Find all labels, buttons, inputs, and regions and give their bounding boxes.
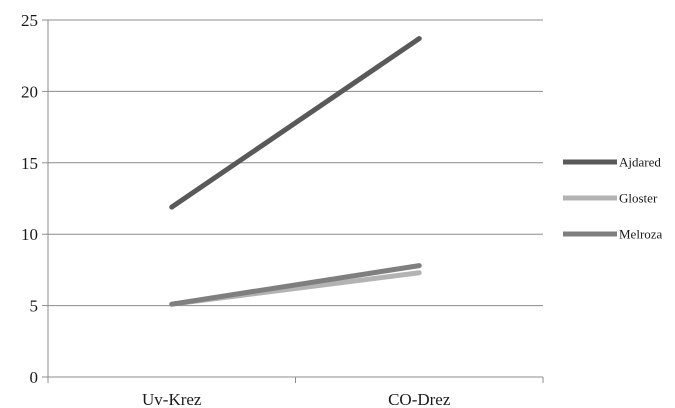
y-tick-label: 25 xyxy=(21,11,38,30)
series-lines xyxy=(169,36,422,307)
x-tick-labels: Uv-Krez CO-Drez xyxy=(142,390,451,408)
gridlines xyxy=(48,19,543,307)
y-tick-label: 20 xyxy=(21,82,38,101)
legend-label-melroza: Melroza xyxy=(619,227,663,242)
legend-label-gloster: Gloster xyxy=(619,191,658,206)
y-tick-label: 0 xyxy=(30,368,39,387)
y-tick-label: 5 xyxy=(30,297,39,316)
x-tick-label: Uv-Krez xyxy=(142,390,202,408)
series-line-ajdared xyxy=(169,36,422,210)
axes xyxy=(42,19,544,383)
y-tick-label: 15 xyxy=(21,154,38,173)
series-line-melroza xyxy=(169,263,422,307)
y-tick-labels: 0 5 10 15 20 25 xyxy=(21,11,38,387)
x-tick-label: CO-Drez xyxy=(388,390,451,408)
y-tick-label: 10 xyxy=(21,225,38,244)
legend-label-ajdared: Ajdared xyxy=(619,155,661,170)
legend: Ajdared Gloster Melroza xyxy=(563,155,663,242)
